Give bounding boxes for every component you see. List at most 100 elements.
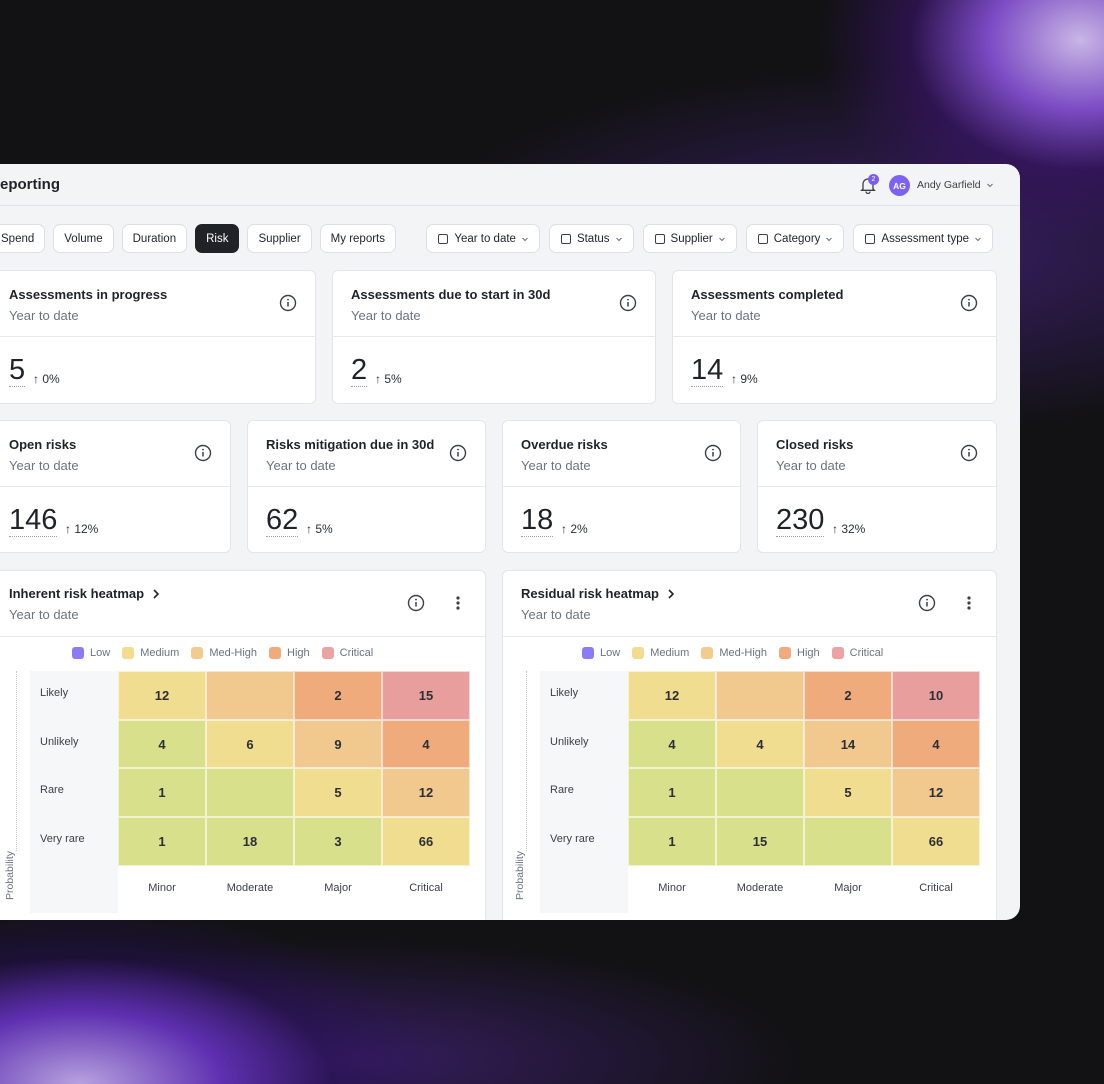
row-label: Rare	[40, 784, 64, 797]
row-label: Unlikely	[40, 735, 79, 748]
tab[interactable]: Spend	[0, 224, 46, 253]
tab[interactable]: Volume	[53, 224, 114, 253]
legend-label: Critical	[849, 647, 884, 659]
metric-card: Risks mitigation due in 30d Year to date 6…	[247, 420, 486, 553]
filter-dropdown[interactable]: Category	[745, 224, 845, 253]
legend-swatch	[831, 647, 844, 659]
legend-item: Low	[72, 647, 110, 659]
metric-value: 2	[351, 354, 368, 387]
heatmap-title-text: Inherent risk heatmap	[9, 586, 145, 601]
heatmap-cell: 2	[804, 671, 892, 720]
heatmap-cell: 5	[294, 768, 382, 818]
metric-delta: ↑ 12%	[65, 522, 99, 536]
filter-dropdown[interactable]: Status	[548, 224, 634, 253]
axis-line	[16, 671, 17, 851]
heatmap-cell	[716, 671, 804, 720]
metric-delta: ↑ 9%	[731, 372, 758, 386]
row-label: Unlikely	[550, 735, 589, 748]
column-label: Moderate	[736, 882, 784, 894]
filter-dropdown[interactable]: Assessment type	[853, 224, 993, 253]
info-icon[interactable]	[449, 444, 467, 462]
heatmap-cell	[716, 768, 804, 818]
legend-swatch	[269, 647, 281, 659]
heatmap-title[interactable]: Residual risk heatmap	[521, 586, 675, 601]
more-menu[interactable]	[966, 594, 972, 612]
heatmap-title[interactable]: Inherent risk heatmap	[9, 586, 160, 601]
metric-value: 62	[266, 504, 299, 537]
info-icon[interactable]	[407, 594, 425, 612]
row-label: Likely	[40, 687, 69, 699]
info-icon[interactable]	[960, 444, 978, 462]
legend-label: Critical	[339, 647, 374, 659]
metric-value: 18	[521, 504, 554, 537]
heatmap-cell: 12	[118, 671, 206, 720]
legend-item: High	[269, 647, 310, 659]
card-title: Closed risks	[776, 437, 854, 452]
tab[interactable]: My reports	[319, 224, 396, 253]
legend-item: Medium	[632, 647, 689, 659]
tab[interactable]: Duration	[121, 224, 188, 253]
heatmap-cell: 9	[294, 719, 382, 769]
heatmap-cell: 14	[804, 719, 892, 769]
legend-label: Medium	[650, 647, 690, 659]
y-axis-label: Probability	[514, 850, 526, 900]
filter-label: Status	[576, 232, 610, 245]
column-label: Major	[834, 882, 862, 894]
legend: Low Medium Med-High High Critical	[72, 647, 472, 659]
heatmap-cell: 12	[892, 768, 980, 818]
filter-dropdown[interactable]: Year to date	[426, 224, 540, 253]
legend-label: High	[287, 647, 310, 659]
card-subtitle: Year to date	[351, 308, 421, 323]
legend-swatch	[632, 647, 645, 659]
heatmap-cell: 66	[382, 817, 470, 866]
info-icon[interactable]	[279, 294, 297, 312]
heatmap-cell: 1	[118, 817, 206, 866]
card-divider	[0, 486, 230, 487]
heatmap-cell: 4	[892, 719, 980, 769]
info-icon[interactable]	[194, 444, 212, 462]
legend-label: Medium	[140, 647, 180, 659]
metric-value: 146	[9, 504, 58, 537]
row-label-column	[540, 671, 628, 913]
legend-swatch	[582, 647, 594, 659]
heatmap-title-text: Residual risk heatmap	[521, 586, 659, 601]
info-icon[interactable]	[704, 444, 722, 462]
row-label: Likely	[550, 687, 579, 699]
card-title: Overdue risks	[521, 437, 608, 452]
card-title: Risks mitigation due in 30d	[266, 437, 435, 452]
heatmap-cell: 6	[206, 719, 294, 769]
card-subtitle: Year to date	[776, 458, 846, 473]
more-menu[interactable]	[455, 594, 461, 612]
heatmap-cell: 4	[628, 719, 716, 769]
card-divider	[503, 486, 740, 487]
avatar[interactable]: AG	[889, 175, 910, 196]
tab[interactable]: Risk	[195, 224, 240, 253]
tab[interactable]: Supplier	[247, 224, 312, 253]
row-label: Rare	[550, 784, 574, 797]
filter-label: Assessment type	[881, 232, 969, 245]
card-divider	[673, 336, 996, 337]
info-icon[interactable]	[619, 294, 637, 312]
column-label: Major	[324, 882, 352, 894]
heatmap-cell: 5	[804, 768, 892, 818]
card-title: Assessments completed	[691, 287, 844, 302]
legend-label: Low	[600, 647, 621, 659]
card-divider	[758, 486, 996, 487]
legend-swatch	[191, 647, 204, 659]
card-subtitle: Year to date	[266, 458, 336, 473]
column-label: Minor	[148, 882, 176, 894]
legend-label: High	[797, 647, 820, 659]
legend-swatch	[72, 647, 84, 659]
legend-swatch	[779, 647, 791, 659]
info-icon[interactable]	[918, 594, 936, 612]
legend-item: Medium	[122, 647, 179, 659]
filter-dropdown[interactable]: Supplier	[642, 224, 737, 253]
filter-label: Category	[773, 232, 821, 245]
user-menu[interactable]: Andy Garfield	[917, 179, 994, 191]
heatmap-cell: 12	[628, 671, 716, 720]
info-icon[interactable]	[960, 294, 978, 312]
card-title: Assessments due to start in 30d	[351, 287, 551, 302]
legend-item: High	[779, 647, 820, 659]
card-title: Open risks	[9, 437, 77, 452]
legend-item: Critical	[321, 647, 374, 659]
